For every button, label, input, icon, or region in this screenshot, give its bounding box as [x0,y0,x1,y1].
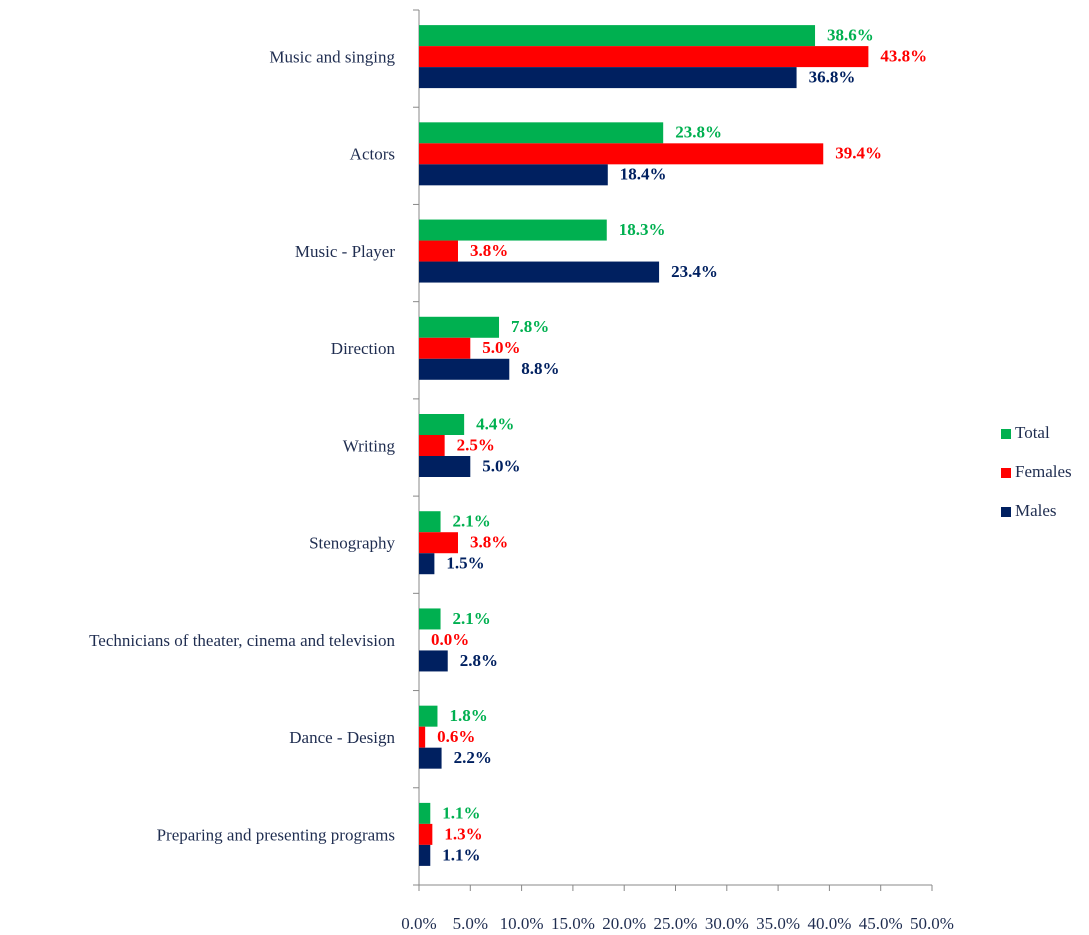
bar [419,219,607,241]
data-label: 0.6% [437,727,475,746]
category-label: Direction [331,339,396,358]
bar [419,747,442,769]
category-label: Music - Player [295,242,395,261]
data-label: 43.8% [880,47,927,66]
bar [419,435,445,456]
data-label: 38.6% [827,26,874,45]
bar [419,608,441,630]
bar [419,650,448,672]
bar [419,532,458,554]
bar [419,844,431,866]
data-label: 2.1% [453,512,491,531]
legend-swatch [1001,429,1011,439]
data-label: 1.1% [442,845,480,864]
bar [419,414,465,435]
bar [419,358,510,380]
x-tick-label: 20.0% [602,914,646,933]
legend-label: Females [1015,462,1072,481]
data-label: 1.5% [446,554,484,573]
data-label: 1.8% [449,706,487,725]
bar [419,337,471,359]
x-tick-label: 10.0% [500,914,544,933]
bar [419,511,441,533]
bar [419,25,816,47]
x-tick-label: 0.0% [401,914,436,933]
category-label: Writing [343,436,396,455]
data-label: 36.8% [809,68,856,87]
x-tick-label: 5.0% [453,914,488,933]
data-label: 23.8% [675,123,722,142]
data-label: 2.8% [460,651,498,670]
legend-label: Males [1015,501,1057,520]
data-label: 5.0% [482,456,520,475]
data-label: 2.1% [453,609,491,628]
data-label: 8.8% [521,359,559,378]
data-label: 3.8% [470,241,508,260]
bar [419,46,869,68]
data-label: 2.2% [454,748,492,767]
bar [419,261,660,283]
data-label: 7.8% [511,317,549,336]
category-label: Dance - Design [289,728,395,747]
bar [419,705,438,727]
category-label: Music and singing [269,48,395,67]
x-tick-label: 45.0% [859,914,903,933]
data-label: 18.3% [619,220,666,239]
bar [419,456,471,477]
bar [419,240,458,262]
bar [419,67,797,89]
x-tick-label: 25.0% [654,914,698,933]
bar [419,164,608,186]
category-label: Actors [350,145,395,164]
data-label: 23.4% [671,262,718,281]
bar [419,553,435,575]
data-label: 39.4% [835,144,882,163]
bar [419,316,500,338]
data-label: 1.1% [442,803,480,822]
category-label: Preparing and presenting programs [157,825,395,844]
data-label: 0.0% [431,630,469,649]
category-label: Stenography [309,534,395,553]
legend-swatch [1001,507,1011,517]
data-label: 18.4% [620,165,667,184]
x-tick-label: 30.0% [705,914,749,933]
category-label: Technicians of theater, cinema and telev… [89,631,395,650]
legend-label: Total [1015,423,1050,442]
x-tick-label: 50.0% [910,914,954,933]
bar [419,726,426,748]
x-tick-label: 35.0% [756,914,800,933]
x-tick-label: 15.0% [551,914,595,933]
bar [419,122,664,144]
x-tick-label: 40.0% [807,914,851,933]
data-label: 1.3% [444,824,482,843]
data-label: 3.8% [470,533,508,552]
data-label: 2.5% [457,435,495,454]
bar [419,802,431,824]
data-label: 5.0% [482,338,520,357]
bar [419,143,824,165]
legend-swatch [1001,468,1011,478]
bar [419,823,433,845]
data-label: 4.4% [476,414,514,433]
